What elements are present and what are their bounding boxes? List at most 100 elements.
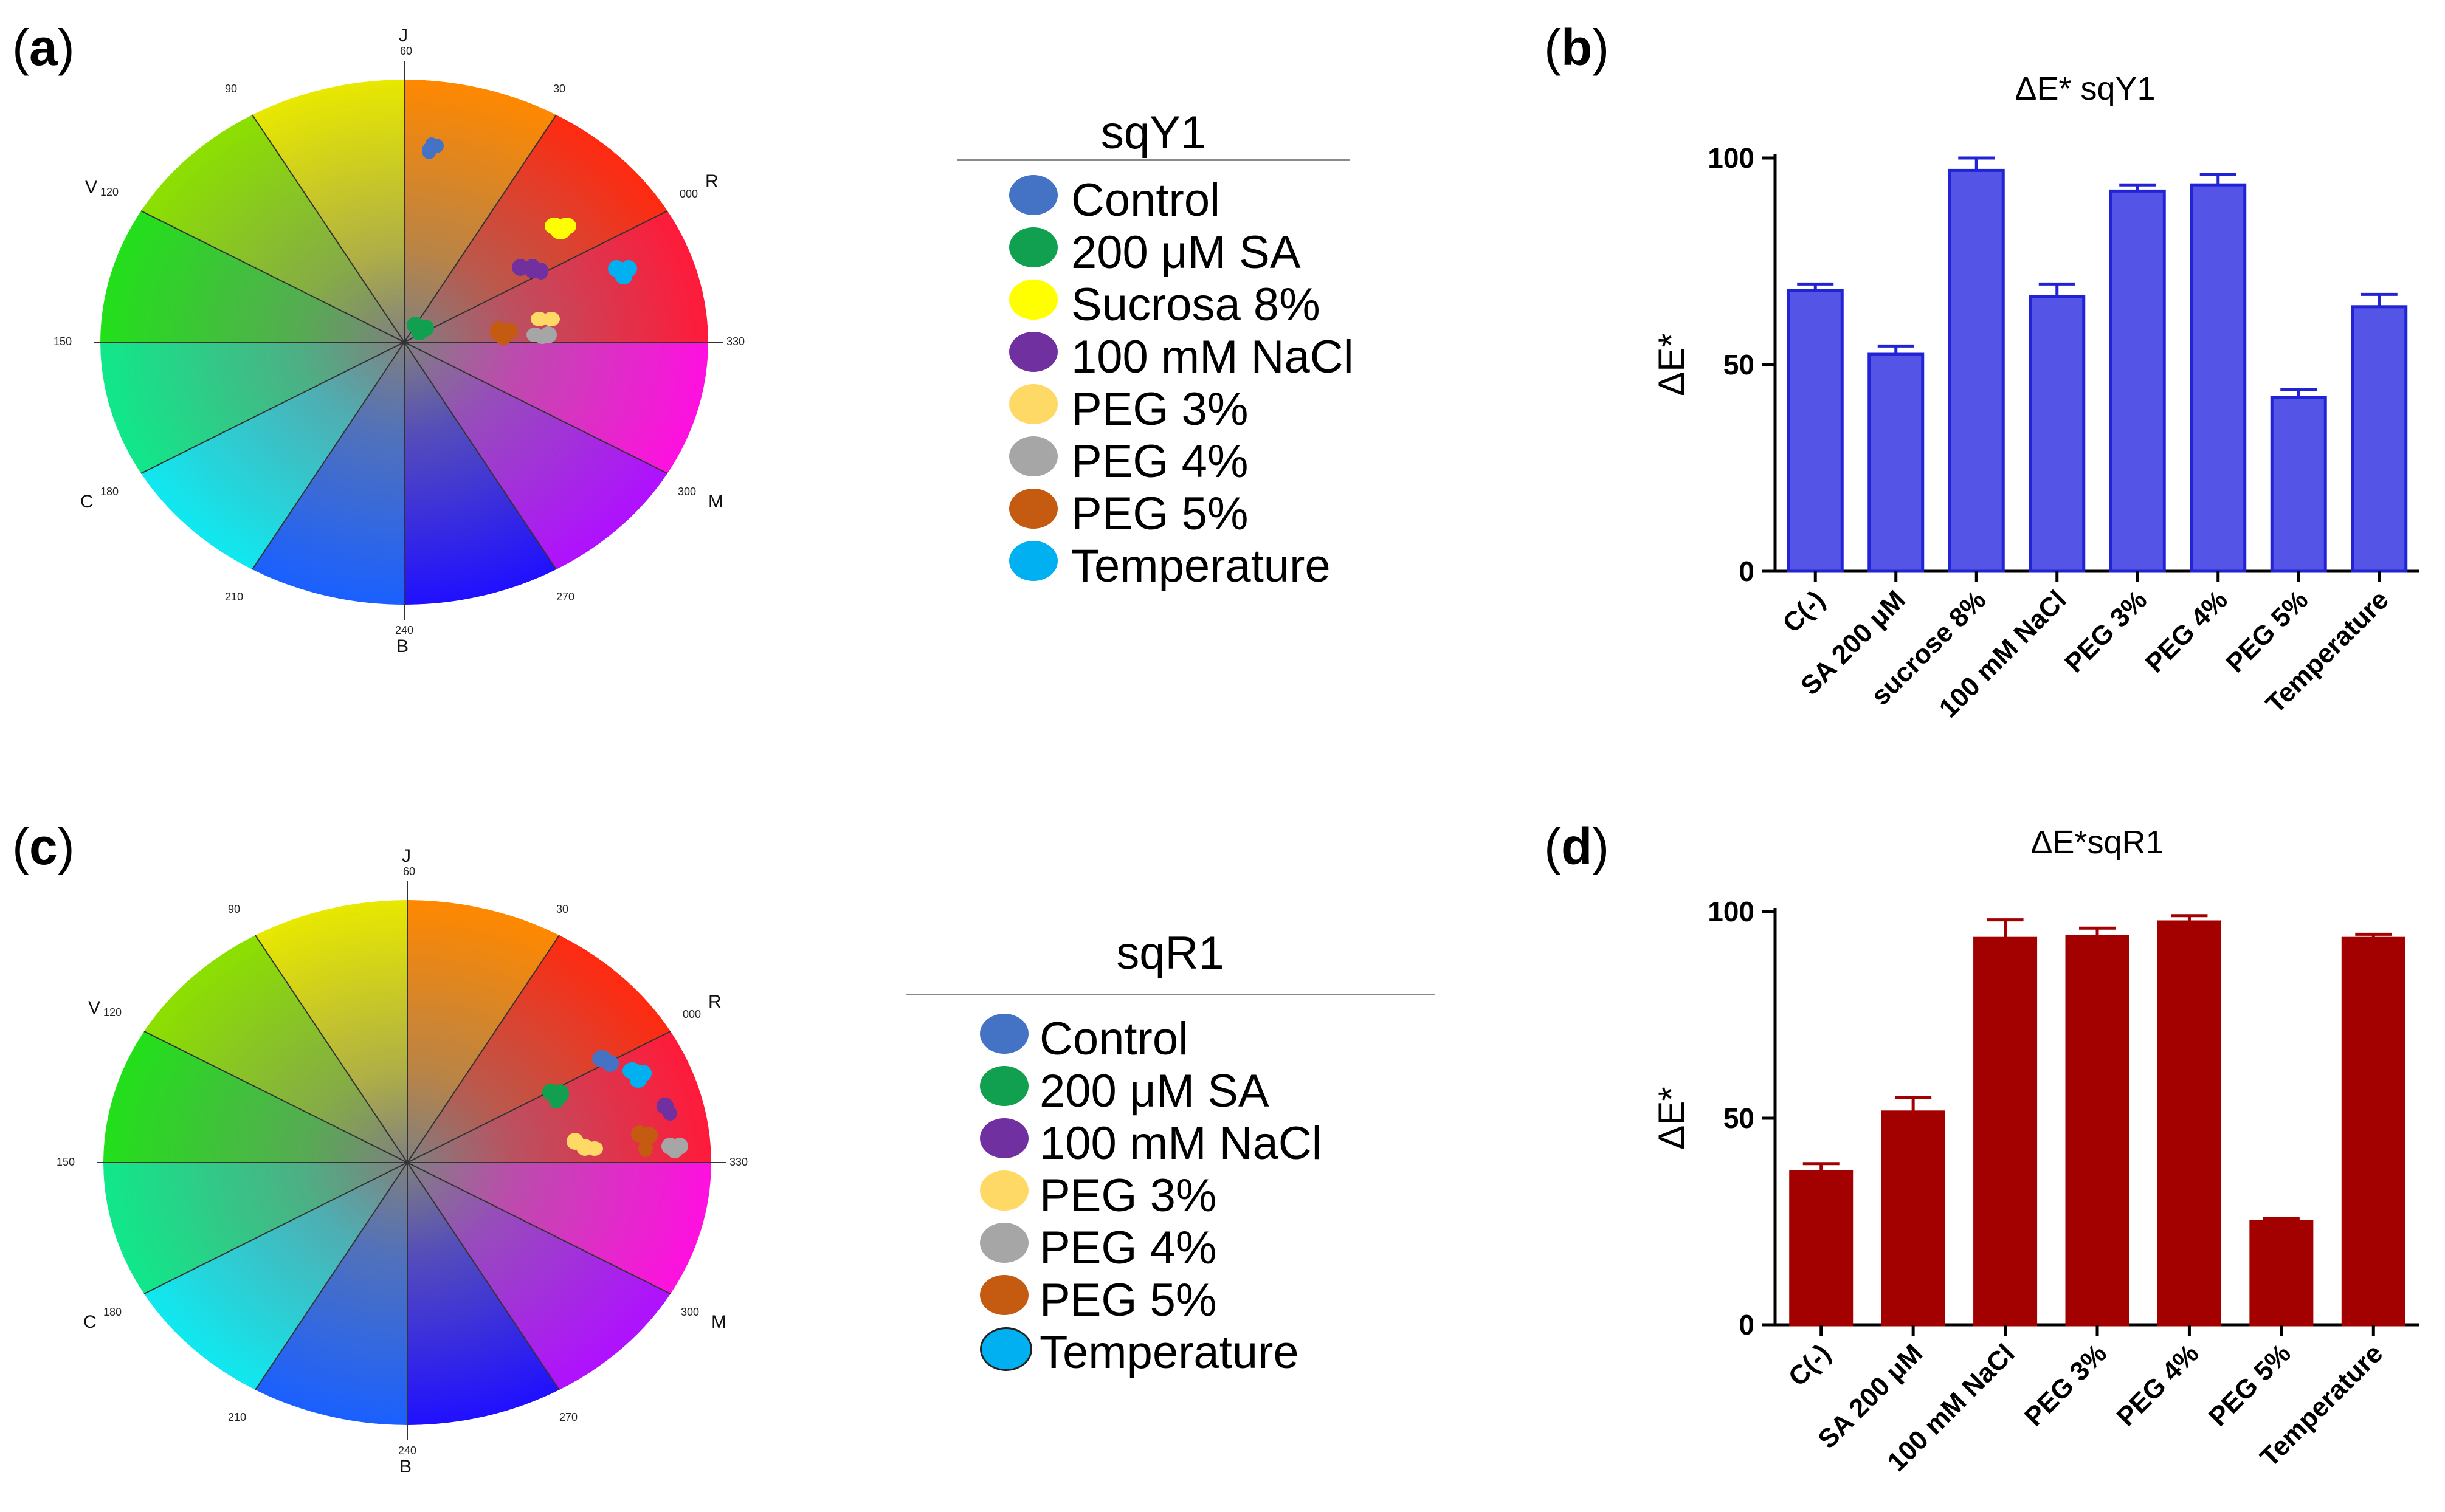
legend-swatch bbox=[980, 1223, 1029, 1263]
legend-item-label: PEG 5% bbox=[1071, 488, 1249, 540]
legend-swatch bbox=[980, 1066, 1029, 1106]
legend-swatch bbox=[980, 1275, 1029, 1315]
y-tick-label: 50 bbox=[1723, 349, 1754, 380]
legend-swatch bbox=[1009, 227, 1058, 267]
tick-180: 180 bbox=[103, 1306, 122, 1318]
bar bbox=[2249, 1220, 2314, 1327]
legend-swatch bbox=[1009, 384, 1058, 424]
tick-60: 60 bbox=[403, 865, 415, 878]
bar bbox=[2270, 396, 2327, 573]
point-peg3 bbox=[531, 312, 560, 326]
label-r: R bbox=[705, 171, 719, 191]
legend-item-label: PEG 3% bbox=[1071, 383, 1249, 435]
legend-item-label: 200 μM SA bbox=[1071, 227, 1301, 278]
legend-item-label: Sucrosa 8% bbox=[1071, 279, 1320, 331]
y-tick-label: 100 bbox=[1708, 142, 1754, 174]
point-peg4 bbox=[526, 326, 557, 344]
tick-330: 330 bbox=[726, 335, 745, 348]
tick-000: 000 bbox=[680, 188, 698, 200]
point-sa bbox=[407, 317, 434, 340]
tick-30: 30 bbox=[556, 903, 568, 915]
tick-120: 120 bbox=[103, 1006, 122, 1019]
bar bbox=[2341, 936, 2405, 1327]
legend-item-label: 100 mM NaCl bbox=[1040, 1118, 1322, 1169]
tick-150: 150 bbox=[53, 335, 72, 348]
bar bbox=[1787, 289, 1844, 573]
wheel-ticks: 60 30 000 330 300 270 240 210 180 150 12… bbox=[53, 45, 745, 636]
point-temperature bbox=[608, 260, 637, 284]
sample-points-bottom bbox=[542, 1050, 688, 1158]
bar bbox=[1867, 352, 1925, 573]
legend-swatch bbox=[980, 1327, 1032, 1371]
label-m: M bbox=[711, 1312, 726, 1332]
chart-title-top: ΔE* sqY1 bbox=[2015, 70, 2156, 107]
point-nacl bbox=[512, 259, 548, 280]
point-control bbox=[422, 137, 444, 159]
panel-label-d: (d) bbox=[1544, 818, 1610, 875]
tick-240: 240 bbox=[395, 624, 413, 636]
color-wheel-top: 60 30 000 330 300 270 240 210 180 150 12… bbox=[53, 26, 745, 656]
x-tick-label: C(-) bbox=[1783, 1338, 1836, 1392]
y-tick-label: 0 bbox=[1739, 1309, 1754, 1341]
tick-330: 330 bbox=[729, 1156, 748, 1168]
tick-180: 180 bbox=[100, 486, 119, 498]
tick-30: 30 bbox=[553, 83, 565, 95]
bar bbox=[2065, 935, 2129, 1327]
panel-label-a: (a) bbox=[12, 19, 75, 76]
bar bbox=[2109, 189, 2166, 573]
bar bbox=[1881, 1110, 1945, 1327]
tick-90: 90 bbox=[228, 903, 240, 915]
tick-270: 270 bbox=[556, 591, 574, 603]
label-b: B bbox=[399, 1457, 412, 1477]
legend-item-label: PEG 5% bbox=[1040, 1274, 1217, 1326]
color-wheel-bottom: 60 30 000 330 300 270 240 210 180 150 12… bbox=[57, 846, 748, 1477]
legend-title: sqR1 bbox=[1116, 927, 1224, 979]
wheel-letters: J R V C B M bbox=[80, 26, 723, 656]
tick-210: 210 bbox=[225, 591, 243, 603]
legend-item-label: 100 mM NaCl bbox=[1071, 331, 1354, 383]
point-peg5 bbox=[631, 1125, 658, 1157]
bar bbox=[1973, 936, 2038, 1327]
point-control bbox=[592, 1050, 619, 1072]
tick-90: 90 bbox=[225, 83, 237, 95]
tick-120: 120 bbox=[100, 186, 119, 198]
y-axis-label: ΔE* bbox=[1651, 333, 1692, 396]
point-peg4 bbox=[661, 1138, 688, 1158]
legend-swatch bbox=[1009, 280, 1058, 320]
chart-title-bottom: ΔE*sqR1 bbox=[2030, 824, 2164, 861]
tick-000: 000 bbox=[683, 1008, 701, 1020]
wheel-spokes bbox=[94, 61, 723, 620]
label-v: V bbox=[85, 177, 97, 198]
wheel-ticks: 60 30 000 330 300 270 240 210 180 150 12… bbox=[57, 865, 748, 1457]
x-tick-label: PEG 4% bbox=[2140, 585, 2233, 678]
tick-240: 240 bbox=[398, 1445, 416, 1457]
bar bbox=[2190, 183, 2247, 573]
label-c: C bbox=[80, 492, 94, 512]
label-m: M bbox=[708, 492, 723, 512]
x-tick-label: PEG 4% bbox=[2111, 1338, 2205, 1432]
x-tick-label: PEG 3% bbox=[2019, 1338, 2112, 1432]
label-b: B bbox=[396, 636, 409, 656]
bar bbox=[2029, 295, 2086, 573]
tick-60: 60 bbox=[400, 45, 412, 57]
legend-divider bbox=[957, 159, 1350, 161]
legend-divider bbox=[906, 994, 1435, 995]
point-peg5 bbox=[490, 321, 518, 345]
point-nacl bbox=[657, 1098, 677, 1121]
legend-swatch bbox=[980, 1118, 1029, 1158]
tick-300: 300 bbox=[681, 1306, 699, 1318]
y-tick-label: 50 bbox=[1723, 1102, 1754, 1134]
label-v: V bbox=[88, 998, 100, 1018]
y-tick-label: 0 bbox=[1739, 555, 1754, 587]
sample-points-top bbox=[407, 137, 637, 345]
bar bbox=[2157, 920, 2221, 1327]
panel-label-b: (b) bbox=[1544, 19, 1610, 76]
legend-title: sqY1 bbox=[1100, 107, 1207, 159]
wheel-letters: J R V C B M bbox=[83, 846, 726, 1477]
point-sa bbox=[542, 1084, 569, 1108]
bar bbox=[1789, 1170, 1854, 1327]
x-tick-label: PEG 5% bbox=[2203, 1338, 2297, 1432]
legend-swatch bbox=[1009, 541, 1058, 581]
legend-item-label: PEG 4% bbox=[1040, 1222, 1217, 1274]
